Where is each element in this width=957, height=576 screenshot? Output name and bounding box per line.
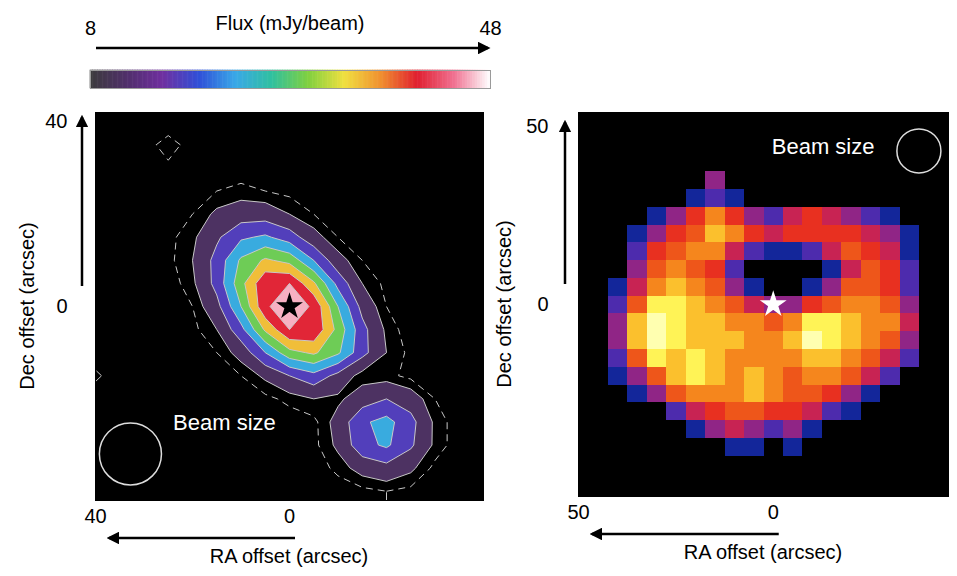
svg-text:50: 50 (567, 501, 589, 523)
svg-text:Dec offset (arcsec): Dec offset (arcsec) (16, 222, 38, 389)
svg-text:40: 40 (84, 505, 106, 527)
svg-text:0: 0 (537, 293, 548, 315)
svg-text:50: 50 (526, 115, 548, 137)
svg-text:40: 40 (45, 110, 67, 132)
svg-text:RA offset (arcsec): RA offset (arcsec) (684, 541, 843, 563)
svg-text:Dec offset (arcsec): Dec offset (arcsec) (493, 220, 515, 387)
svg-text:Beam size: Beam size (772, 134, 875, 159)
svg-text:Flux (mJy/beam): Flux (mJy/beam) (216, 12, 365, 34)
svg-text:0: 0 (284, 505, 295, 527)
svg-text:RA offset (arcsec): RA offset (arcsec) (210, 545, 369, 567)
svg-text:8: 8 (85, 17, 96, 39)
svg-text:0: 0 (56, 295, 67, 317)
svg-text:0: 0 (768, 501, 779, 523)
svg-text:48: 48 (479, 17, 501, 39)
svg-text:Beam size: Beam size (173, 410, 276, 435)
